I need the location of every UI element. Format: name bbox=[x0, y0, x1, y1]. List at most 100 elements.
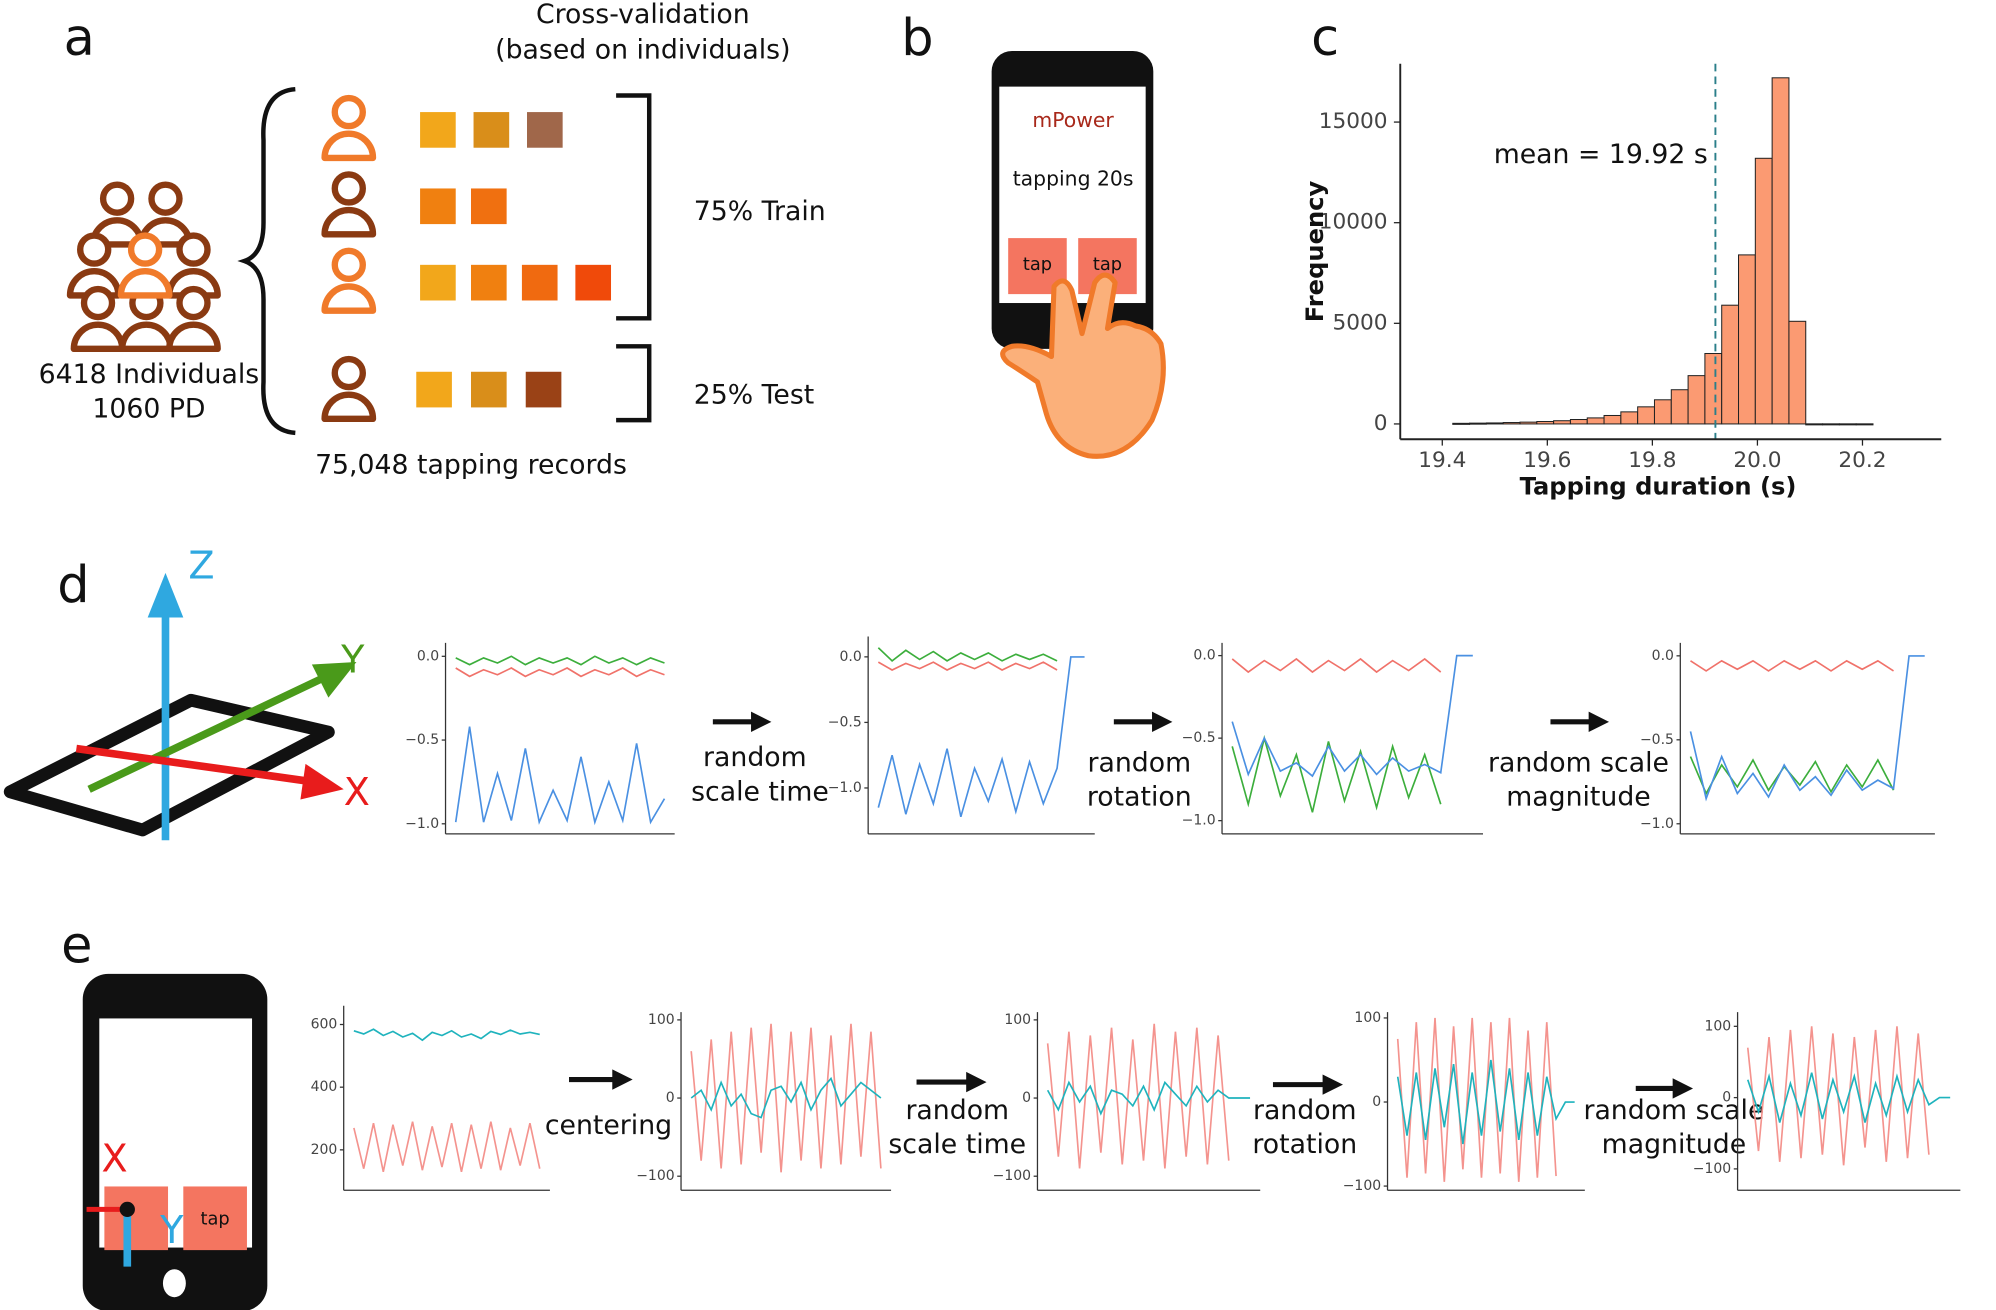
arrow-head bbox=[147, 572, 184, 618]
train-label: 75% Train bbox=[694, 196, 826, 227]
record-square bbox=[420, 112, 456, 148]
test-label: 25% Test bbox=[694, 379, 815, 410]
hist-bar bbox=[1771, 77, 1790, 425]
y-tick-label: 200 bbox=[311, 1142, 338, 1158]
person-icon bbox=[325, 98, 373, 158]
record-square bbox=[473, 112, 510, 148]
hist-bar bbox=[1704, 352, 1723, 425]
y-tick-label: −0.5 bbox=[1640, 732, 1674, 748]
y-tick-label: 0 bbox=[1022, 1090, 1031, 1106]
line-chart: 0.0 −0.5 −1.0 bbox=[405, 642, 675, 835]
panel-label: b bbox=[901, 9, 933, 68]
axis-label: X bbox=[101, 1138, 127, 1182]
series-line bbox=[1689, 756, 1895, 796]
series-line bbox=[1231, 654, 1473, 778]
y-tick-label: −0.5 bbox=[1182, 730, 1216, 746]
record-square bbox=[470, 371, 507, 408]
hist-bar bbox=[1754, 157, 1773, 425]
hist-bar bbox=[1721, 304, 1740, 425]
y-tick-label: 100 bbox=[1004, 1012, 1031, 1028]
series-line bbox=[353, 1028, 540, 1042]
x-tick-label: 20.0 bbox=[1733, 448, 1781, 473]
record-squares bbox=[416, 112, 612, 408]
record-square bbox=[575, 264, 612, 301]
record-square bbox=[420, 188, 456, 225]
series-line bbox=[1046, 1023, 1230, 1169]
individuals-label: 6418 Individuals bbox=[39, 359, 260, 390]
histogram-chart: mean = 19.92 s 19.4 19.6 19.8 20.0 20.2 0 5000 1… bbox=[1301, 63, 1942, 501]
record-square bbox=[416, 371, 452, 408]
y-tick-label: 5000 bbox=[1332, 310, 1387, 335]
tap-button bbox=[183, 1186, 247, 1251]
y-tick-label: 0.0 bbox=[417, 648, 439, 664]
panel-label: d bbox=[57, 556, 89, 615]
x-tick-label: 19.4 bbox=[1418, 448, 1466, 473]
y-tick-label: −100 bbox=[1693, 1161, 1731, 1177]
hist-bar bbox=[1838, 423, 1857, 426]
y-tick-label: −0.5 bbox=[405, 732, 439, 748]
hist-bar bbox=[1519, 421, 1538, 425]
arrow-head bbox=[311, 662, 357, 698]
step-label: rotation bbox=[1252, 1129, 1357, 1160]
step-label: random bbox=[1253, 1095, 1357, 1126]
bracket bbox=[616, 93, 652, 321]
line-chart: 0.0 −0.5 −1.0 bbox=[828, 636, 1095, 835]
axis-label: Y bbox=[159, 1209, 184, 1253]
step-label: random scale bbox=[1583, 1095, 1764, 1126]
record-square bbox=[527, 112, 563, 148]
series-line bbox=[690, 1023, 882, 1173]
line-chart: 600 400 200 bbox=[311, 1005, 550, 1191]
tap-button bbox=[104, 1186, 169, 1251]
record-square bbox=[420, 264, 456, 301]
y-tick-label: −1.0 bbox=[828, 780, 862, 796]
panel-label: e bbox=[61, 916, 92, 975]
arrow-head bbox=[1322, 1074, 1343, 1095]
y-tick-label: 100 bbox=[1704, 1018, 1731, 1034]
y-tick-label: 0 bbox=[1722, 1090, 1731, 1106]
record-square bbox=[525, 371, 562, 408]
x-tick-label: 19.6 bbox=[1523, 448, 1571, 473]
y-tick-label: 0.0 bbox=[1652, 648, 1674, 664]
arrow-head bbox=[1152, 711, 1173, 733]
step-label: centering bbox=[545, 1110, 672, 1141]
x-axis-label: Tapping duration (s) bbox=[1520, 473, 1797, 501]
touch-point bbox=[119, 1201, 135, 1218]
tap-label: tap bbox=[1093, 254, 1122, 275]
series-line bbox=[877, 647, 1058, 662]
tap-label: tap bbox=[1023, 254, 1052, 275]
series-line bbox=[877, 656, 1085, 818]
y-tick-label: 10000 bbox=[1319, 210, 1388, 235]
y-axis-label: Frequency bbox=[1301, 180, 1329, 322]
series-line bbox=[1231, 734, 1442, 813]
series-line bbox=[1690, 659, 1894, 672]
annotation: mean = 19.92 s bbox=[1494, 139, 1708, 170]
cv-title: Cross-validation bbox=[536, 0, 750, 30]
record-square bbox=[521, 264, 558, 301]
y-tick-label: −100 bbox=[1343, 1178, 1381, 1194]
hist-bar bbox=[1469, 422, 1487, 425]
app-name: mPower bbox=[1032, 108, 1114, 132]
record-square bbox=[470, 188, 507, 225]
hist-bar bbox=[1485, 422, 1504, 425]
line-chart: 100 0 −100 bbox=[636, 1012, 892, 1191]
series-line bbox=[454, 726, 666, 826]
person-icon bbox=[325, 174, 373, 234]
arrow-head bbox=[1588, 711, 1610, 733]
hist-bar bbox=[1738, 254, 1756, 425]
step-label: random bbox=[703, 742, 807, 773]
line-chart: 100 0 −100 bbox=[1693, 1012, 1961, 1191]
hist-bar bbox=[1805, 423, 1824, 426]
hist-bar bbox=[1637, 406, 1655, 425]
brace bbox=[237, 86, 296, 436]
y-tick-label: 400 bbox=[311, 1079, 338, 1095]
task-label: tapping 20s bbox=[1013, 167, 1134, 191]
step-label: scale time bbox=[888, 1129, 1026, 1160]
y-tick-label: −100 bbox=[636, 1168, 674, 1184]
hist-bar bbox=[1502, 422, 1521, 425]
hist-bar bbox=[1569, 419, 1588, 425]
line-chart: 0.0 −0.5 −1.0 bbox=[1640, 642, 1935, 835]
series-line bbox=[353, 1121, 541, 1172]
hist-bar bbox=[1586, 417, 1605, 425]
hist-bar bbox=[1653, 399, 1672, 425]
